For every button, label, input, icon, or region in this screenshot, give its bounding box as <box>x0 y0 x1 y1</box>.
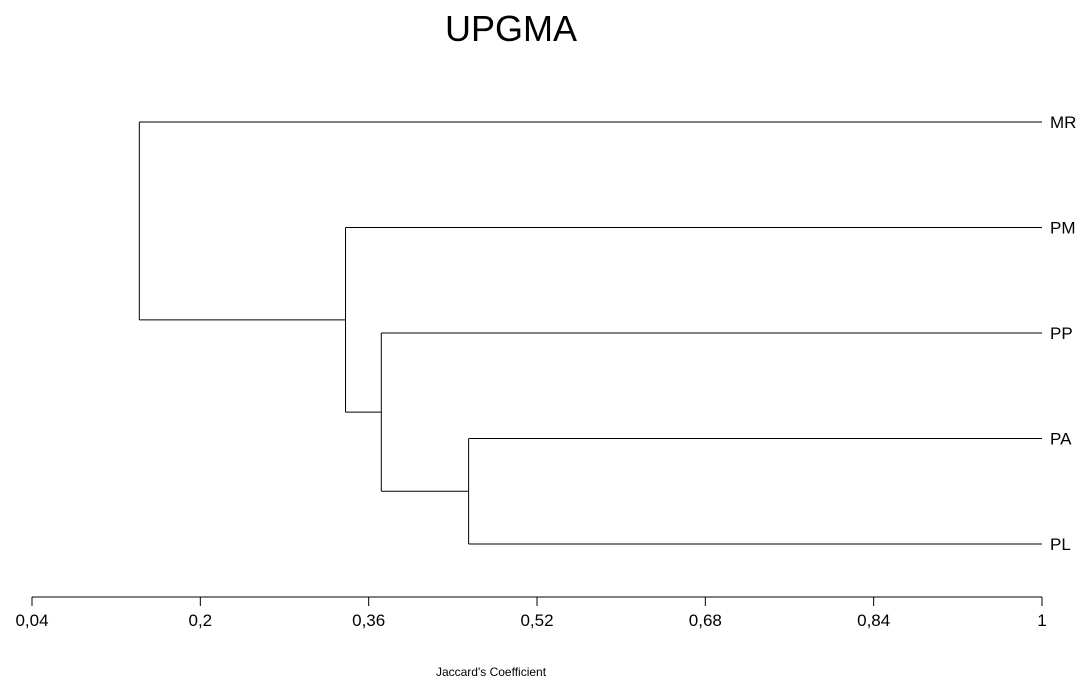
leaf-label-pp: PP <box>1050 324 1073 343</box>
leaf-label-pl: PL <box>1050 535 1071 554</box>
x-tick-label: 0,2 <box>189 611 213 630</box>
x-tick-label: 1 <box>1037 611 1046 630</box>
x-tick-label: 0,68 <box>689 611 722 630</box>
leaf-label-pa: PA <box>1050 430 1072 449</box>
x-tick-label: 0,52 <box>520 611 553 630</box>
x-tick-label: 0,84 <box>857 611 890 630</box>
leaf-labels: MR PM PP PA PL <box>1050 113 1076 554</box>
x-axis-label: Jaccard's Coefficient <box>436 665 547 679</box>
x-axis: 0,04 0,2 0,36 0,52 0,68 0,84 1 <box>15 596 1047 630</box>
dendrogram-tree <box>138 121 1042 545</box>
leaf-label-mr: MR <box>1050 113 1076 132</box>
chart-title: UPGMA <box>445 8 577 49</box>
leaf-label-pm: PM <box>1050 219 1076 238</box>
x-tick-label: 0,36 <box>352 611 385 630</box>
x-tick-label: 0,04 <box>15 611 48 630</box>
